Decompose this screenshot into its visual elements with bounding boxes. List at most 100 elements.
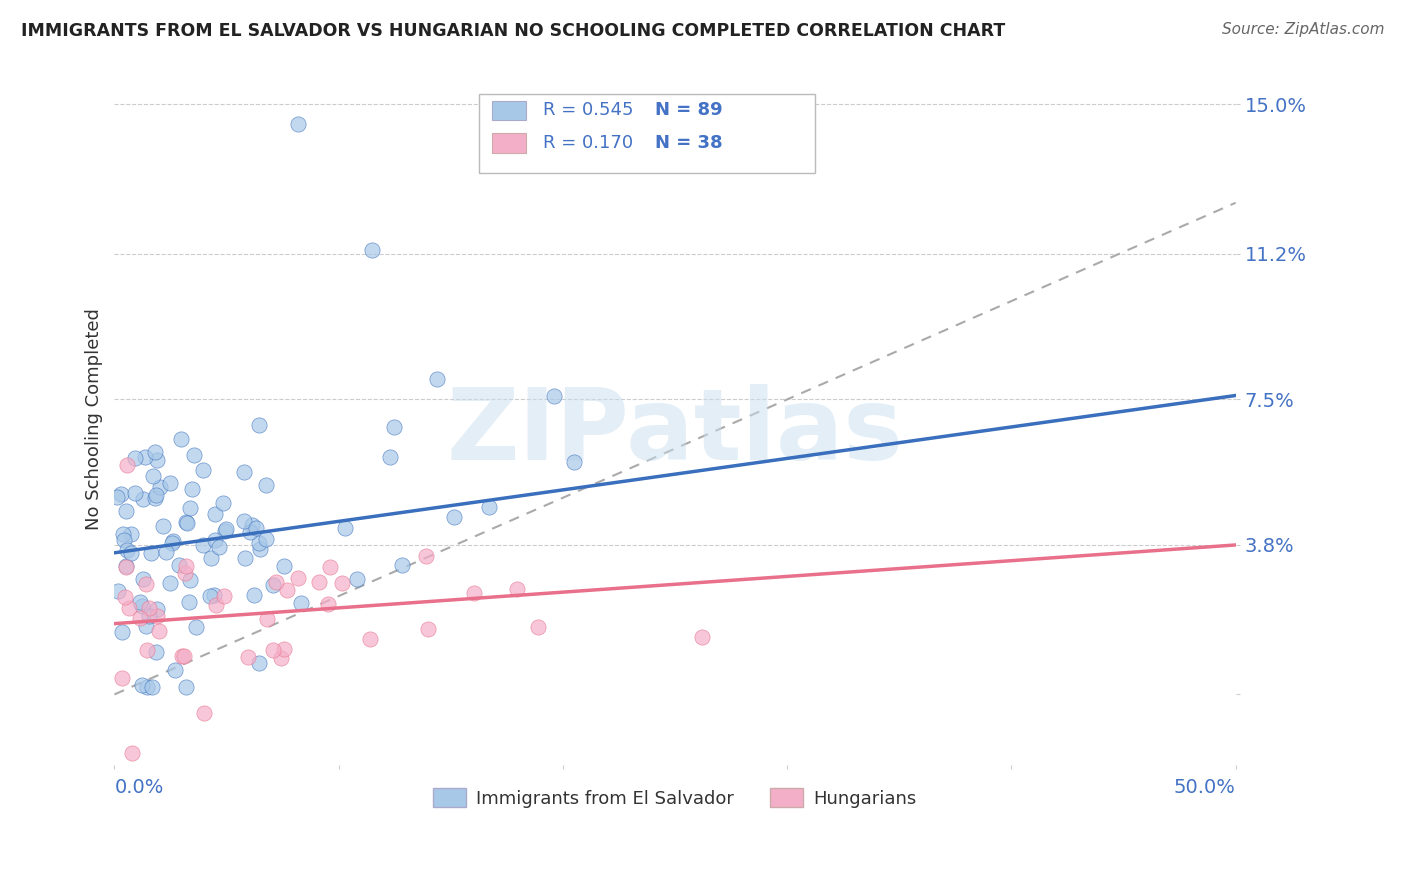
Text: R = 0.545: R = 0.545 xyxy=(543,102,633,120)
Point xyxy=(115,458,138,472)
FancyBboxPatch shape xyxy=(492,101,526,120)
Point xyxy=(382,420,405,434)
Point xyxy=(134,450,156,464)
Point xyxy=(378,450,401,465)
Point xyxy=(132,572,155,586)
Point xyxy=(249,417,271,432)
FancyBboxPatch shape xyxy=(479,94,815,173)
Point xyxy=(142,468,165,483)
Point xyxy=(266,575,288,590)
Point xyxy=(112,533,135,547)
Point xyxy=(359,632,381,647)
Point xyxy=(121,546,143,560)
Point xyxy=(204,533,226,548)
Point xyxy=(170,648,193,663)
Point xyxy=(233,551,256,566)
Point xyxy=(146,602,169,616)
Point xyxy=(262,578,284,592)
Point xyxy=(117,543,139,558)
Point xyxy=(200,550,222,565)
Point xyxy=(204,508,226,522)
Point xyxy=(249,541,271,556)
Text: Source: ZipAtlas.com: Source: ZipAtlas.com xyxy=(1222,22,1385,37)
Point xyxy=(184,620,207,634)
Point xyxy=(148,624,170,639)
Point xyxy=(107,490,129,504)
Point xyxy=(361,243,384,257)
Point xyxy=(121,747,143,761)
Text: IMMIGRANTS FROM EL SALVADOR VS HUNGARIAN NO SCHOOLING COMPLETED CORRELATION CHAR: IMMIGRANTS FROM EL SALVADOR VS HUNGARIAN… xyxy=(21,22,1005,40)
Point xyxy=(506,582,529,597)
Text: N = 89: N = 89 xyxy=(655,102,723,120)
Point xyxy=(273,559,295,574)
Point xyxy=(114,559,136,574)
Point xyxy=(179,500,201,515)
Point xyxy=(141,680,163,694)
Point xyxy=(159,476,181,491)
Point xyxy=(174,558,197,573)
Point xyxy=(148,480,170,494)
Point xyxy=(232,465,254,479)
Point xyxy=(191,539,214,553)
Point xyxy=(107,583,129,598)
Point xyxy=(316,597,339,611)
Point xyxy=(169,432,191,446)
Point xyxy=(254,477,277,491)
Point xyxy=(193,463,215,477)
Point xyxy=(247,536,270,550)
Point xyxy=(114,590,136,604)
Point xyxy=(115,504,138,518)
Point xyxy=(330,576,353,591)
Point xyxy=(179,573,201,587)
Point xyxy=(181,483,204,497)
Point xyxy=(131,599,153,614)
Point xyxy=(152,518,174,533)
Point xyxy=(276,582,298,597)
Point xyxy=(690,630,713,644)
Point xyxy=(111,527,134,541)
Text: R = 0.170: R = 0.170 xyxy=(543,134,633,152)
Point xyxy=(138,600,160,615)
Point xyxy=(117,601,139,615)
Y-axis label: No Schooling Completed: No Schooling Completed xyxy=(86,308,103,530)
Point xyxy=(233,514,256,528)
Point xyxy=(131,678,153,692)
Point xyxy=(155,545,177,559)
Point xyxy=(115,559,138,574)
Point xyxy=(256,612,278,626)
Point xyxy=(247,656,270,670)
Point xyxy=(240,517,263,532)
Point xyxy=(193,706,215,721)
Point xyxy=(270,651,292,665)
Point xyxy=(146,453,169,467)
Point xyxy=(564,455,586,469)
Point xyxy=(212,495,235,509)
Point xyxy=(463,586,485,600)
Point xyxy=(212,589,235,603)
Point xyxy=(287,570,309,584)
Point xyxy=(128,611,150,625)
Point xyxy=(273,642,295,657)
Point xyxy=(162,534,184,549)
Point xyxy=(418,622,440,636)
Point xyxy=(215,523,238,537)
Point xyxy=(176,516,198,531)
Point xyxy=(141,546,163,560)
Point xyxy=(135,618,157,632)
Point xyxy=(527,620,550,634)
Text: ZIPatlas: ZIPatlas xyxy=(447,384,904,482)
Text: N = 38: N = 38 xyxy=(655,134,723,152)
Point xyxy=(290,596,312,610)
Point xyxy=(167,558,190,572)
Point xyxy=(478,500,501,514)
Point xyxy=(239,525,262,540)
Point xyxy=(143,491,166,505)
Point xyxy=(135,576,157,591)
Point xyxy=(205,598,228,612)
Point xyxy=(135,680,157,694)
Point xyxy=(124,451,146,466)
Point xyxy=(208,540,231,554)
Point xyxy=(543,389,565,403)
Point xyxy=(129,595,152,609)
Point xyxy=(200,589,222,603)
